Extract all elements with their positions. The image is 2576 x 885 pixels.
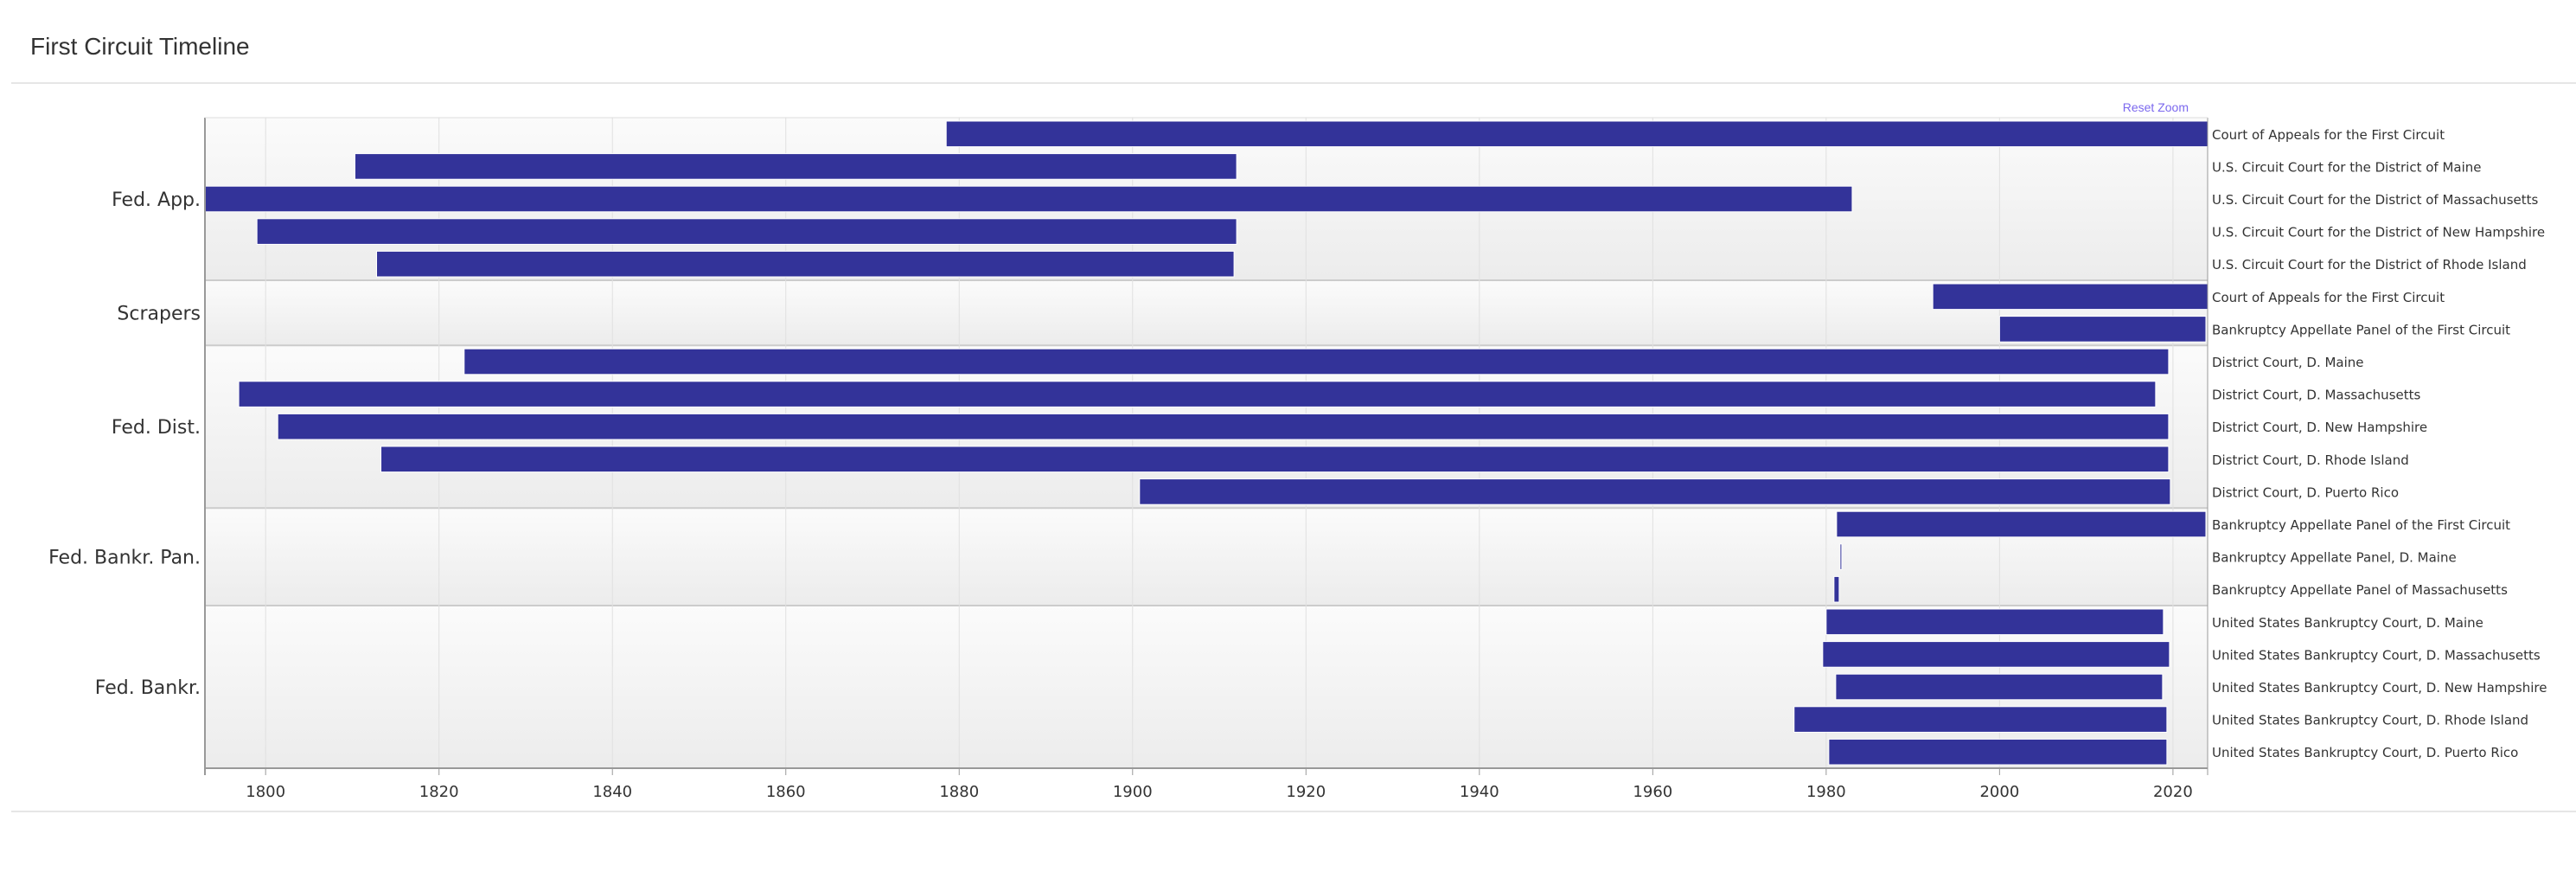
reset-zoom-button[interactable]: Reset Zoom [2123, 100, 2189, 114]
tick-label: 1880 [939, 783, 979, 801]
row-label: United States Bankruptcy Court, D. New H… [2212, 680, 2547, 696]
row-label: Bankruptcy Appellate Panel of Massachuse… [2212, 582, 2508, 598]
timeline-bar[interactable] [945, 120, 2208, 148]
group-backgrounds [205, 118, 2208, 768]
header-divider [11, 82, 2576, 84]
timeline-bar[interactable] [1998, 316, 2207, 343]
row-label: U.S. Circuit Court for the District of R… [2212, 257, 2527, 273]
row-label: District Court, D. Puerto Rico [2212, 484, 2399, 500]
timeline-bar[interactable] [463, 348, 2170, 375]
timeline-bar[interactable] [1825, 608, 2164, 636]
tick-label: 1840 [592, 783, 632, 801]
tick-label: 1920 [1286, 783, 1326, 801]
timeline-bar[interactable] [380, 446, 2170, 473]
row-label: United States Bankruptcy Court, D. Massa… [2212, 647, 2541, 663]
timeline-bar[interactable] [1932, 283, 2208, 311]
timeline-bar[interactable] [1836, 510, 2207, 538]
row-label: U.S. Circuit Court for the District of M… [2212, 159, 2482, 175]
row-label: Court of Appeals for the First Circuit [2212, 127, 2445, 143]
group-label: Fed. Dist. [112, 417, 201, 439]
footer-divider [11, 811, 2576, 812]
tick-label: 1900 [1113, 783, 1153, 801]
timeline-bar[interactable] [256, 218, 1237, 245]
tick-label: 2000 [1979, 783, 2019, 801]
timeline-bar[interactable] [1833, 575, 1840, 603]
row-label: Court of Appeals for the First Circuit [2212, 290, 2445, 305]
timeline-bar[interactable] [1139, 478, 2171, 505]
row-label: U.S. Circuit Court for the District of N… [2212, 225, 2545, 240]
timeline-bar[interactable] [1793, 706, 2168, 733]
group-label: Fed. Bankr. Pan. [48, 548, 201, 569]
group-label: Fed. Bankr. [95, 677, 201, 699]
row-label: U.S. Circuit Court for the District of M… [2212, 192, 2538, 208]
tick-label: 1960 [1633, 783, 1672, 801]
row-label: United States Bankruptcy Court, D. Maine [2212, 615, 2483, 631]
tick-label: 1820 [419, 783, 459, 801]
group-label: Fed. App. [112, 189, 201, 211]
timeline-bar[interactable] [1839, 543, 1843, 570]
timeline-bar[interactable] [376, 250, 1235, 278]
row-label: United States Bankruptcy Court, D. Puert… [2212, 745, 2518, 760]
bars [204, 120, 2208, 766]
timeline-bar[interactable] [1822, 641, 2170, 668]
timeline-bar[interactable] [277, 413, 2170, 440]
row-label: Bankruptcy Appellate Panel of the First … [2212, 517, 2510, 533]
row-label: Bankruptcy Appellate Panel of the First … [2212, 322, 2510, 337]
row-label: District Court, D. Rhode Island [2212, 452, 2409, 468]
tick-label: 1940 [1460, 783, 1499, 801]
timeline-bar[interactable] [1835, 673, 2164, 701]
labels: Fed. App. Court of Appeals for the First … [48, 127, 2547, 760]
tick-label: 1800 [246, 783, 285, 801]
tick-label: 1980 [1806, 783, 1846, 801]
page-title: First Circuit Timeline [30, 33, 250, 60]
tick-label: 1860 [766, 783, 806, 801]
timeline-bar[interactable] [354, 153, 1237, 180]
row-label: United States Bankruptcy Court, D. Rhode… [2212, 713, 2528, 728]
timeline-bar[interactable] [1828, 738, 2168, 766]
tick-label: 2020 [2153, 783, 2193, 801]
group-label: Scrapers [117, 304, 201, 325]
timeline-bar[interactable] [238, 381, 2157, 407]
row-label: Bankruptcy Appellate Panel, D. Maine [2212, 550, 2457, 566]
row-label: District Court, D. Massachusetts [2212, 388, 2420, 403]
x-axis: 1800 1820 1840 1860 1880 1900 1920 1940 1960 1980… [204, 117, 2208, 801]
row-label: District Court, D. New Hampshire [2212, 420, 2427, 435]
group-background [205, 280, 2208, 346]
timeline-bar[interactable] [204, 185, 1853, 213]
row-label: District Court, D. Maine [2212, 355, 2364, 370]
